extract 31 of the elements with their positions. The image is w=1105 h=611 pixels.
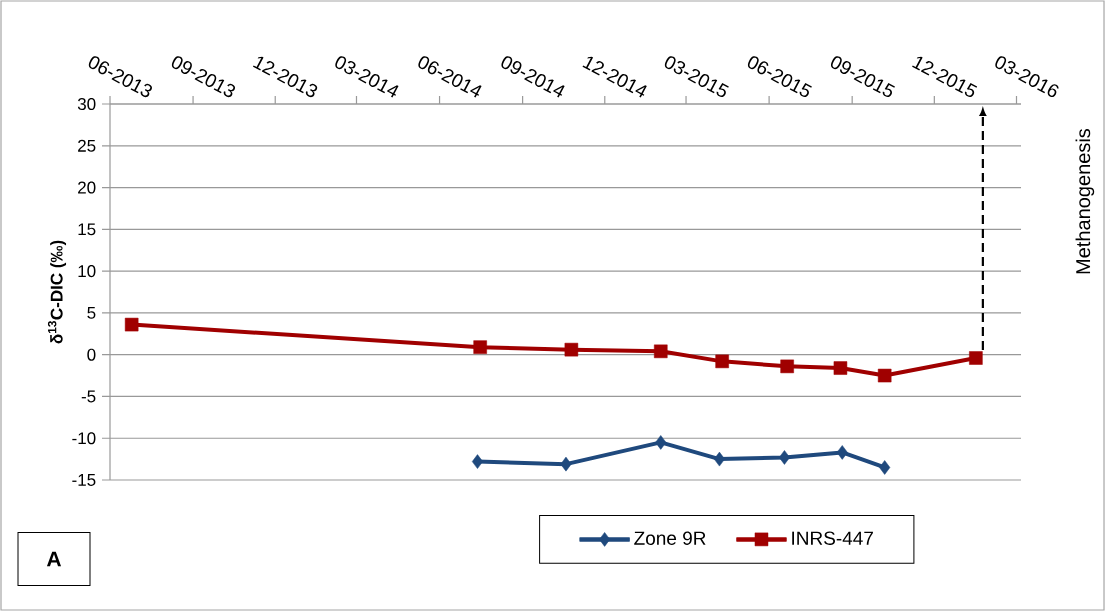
point bbox=[713, 451, 725, 467]
y-tick-label: 5 bbox=[87, 306, 96, 319]
y-tick-label: 10 bbox=[78, 265, 96, 278]
y-axis-title: δ$^{13}$C-DIC (‰) bbox=[47, 240, 67, 344]
text: Methanogenesis bbox=[1075, 128, 1095, 274]
point bbox=[560, 456, 572, 472]
y-tick-label: 30 bbox=[77, 97, 96, 111]
point bbox=[780, 359, 794, 374]
legend-label: INRS-447 bbox=[792, 531, 873, 545]
point bbox=[473, 340, 487, 354]
y-tick-label: 0 bbox=[87, 348, 96, 361]
point bbox=[778, 450, 790, 465]
y-tick-label: -15 bbox=[72, 474, 96, 486]
point bbox=[836, 445, 848, 460]
point bbox=[833, 361, 848, 375]
point bbox=[655, 435, 667, 450]
y-tick-label: -10 bbox=[72, 432, 96, 445]
point bbox=[471, 454, 483, 469]
point bbox=[654, 344, 668, 359]
y-tick-label: 25 bbox=[78, 139, 96, 152]
y-tick-label: 20 bbox=[78, 181, 96, 194]
text: A bbox=[46, 551, 62, 567]
point bbox=[124, 317, 139, 332]
y-tick-label: -5 bbox=[81, 390, 96, 403]
point bbox=[715, 354, 729, 369]
y-tick-label: 15 bbox=[78, 223, 96, 236]
legend-label: Zone 9R bbox=[634, 531, 706, 545]
point bbox=[879, 460, 891, 475]
point bbox=[969, 351, 983, 365]
point bbox=[564, 342, 579, 357]
point bbox=[877, 368, 892, 383]
